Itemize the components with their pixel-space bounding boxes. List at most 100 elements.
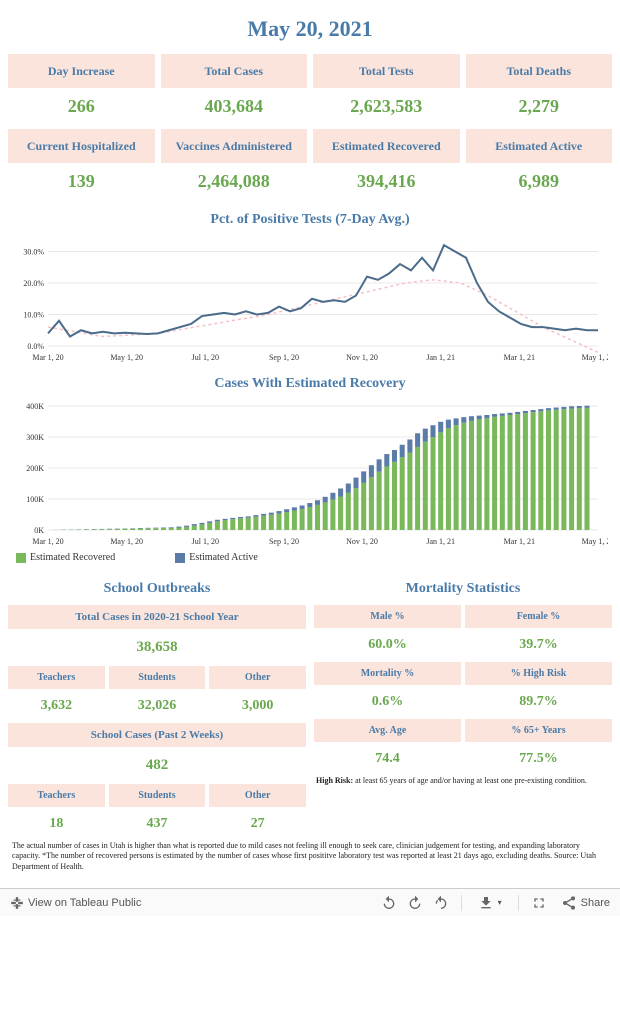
school-recent-header: Teachers [8,784,105,807]
mortality-value: 60.0% [314,632,461,658]
svg-text:Jan 1, 21: Jan 1, 21 [426,353,455,362]
legend-label: Estimated Active [189,552,258,563]
stat-value: 394,416 [313,163,460,200]
reset-icon[interactable] [433,895,449,911]
school-year-value: 38,658 [8,633,306,662]
download-button[interactable]: ▾ [474,893,506,913]
toolbar-separator [518,895,519,911]
high-risk-label: High Risk: [316,776,353,785]
mortality-section: Mortality Statistics Male %Female %60.0%… [314,577,612,837]
mortality-header: % 65+ Years [465,719,612,742]
legend-label: Estimated Recovered [30,552,115,563]
school-section: School Outbreaks Total Cases in 2020-21 … [8,577,306,837]
mortality-header: Male % [314,605,461,628]
share-button[interactable]: Share [557,893,614,913]
svg-text:May 1, 21: May 1, 21 [582,353,608,362]
download-icon [478,895,494,911]
mortality-header: Female % [465,605,612,628]
school-recent-value: 437 [109,811,206,837]
svg-text:0K: 0K [34,526,44,535]
svg-text:100K: 100K [26,495,44,504]
legend-item: Estimated Active [175,552,258,563]
stat-label: Total Tests [313,54,460,88]
mortality-header: Mortality % [314,662,461,685]
mortality-value: 77.5% [465,746,612,772]
svg-text:300K: 300K [26,433,44,442]
school-breakdown-value: 3,000 [209,693,306,719]
stat-label: Total Deaths [466,54,613,88]
stat-card: Day Increase266 [8,54,155,125]
school-recent-value: 27 [209,811,306,837]
disclaimer: The actual number of cases in Utah is hi… [8,837,612,880]
school-recent-header: Students [109,784,206,807]
svg-text:10.0%: 10.0% [23,310,44,319]
svg-text:Mar 1, 20: Mar 1, 20 [32,537,63,546]
stat-card: Estimated Active6,989 [466,129,613,200]
stat-label: Estimated Active [466,129,613,163]
school-year-header: Total Cases in 2020-21 School Year [8,605,306,629]
tableau-toolbar: View on Tableau Public ▾ Share [0,888,620,916]
svg-text:Mar 1, 21: Mar 1, 21 [504,537,535,546]
school-breakdown-header: Other [209,666,306,689]
mortality-header: % High Risk [465,662,612,685]
view-on-tableau-button[interactable]: View on Tableau Public [6,894,145,912]
svg-text:30.0%: 30.0% [23,247,44,256]
mortality-value: 89.7% [465,689,612,715]
view-on-tableau-label: View on Tableau Public [28,897,141,909]
school-recent-header: School Cases (Past 2 Weeks) [8,723,306,747]
school-recent-value: 18 [8,811,105,837]
svg-text:May 1, 21: May 1, 21 [582,537,608,546]
stat-value: 403,684 [161,88,308,125]
stat-value: 139 [8,163,155,200]
high-risk-text: at least 65 years of age and/or having a… [355,776,587,785]
svg-text:Nov 1, 20: Nov 1, 20 [346,353,378,362]
mortality-value: 0.6% [314,689,461,715]
legend-item: Estimated Recovered [16,552,115,563]
school-recent-value: 482 [8,751,306,780]
stat-label: Estimated Recovered [313,129,460,163]
svg-text:Sep 1, 20: Sep 1, 20 [269,537,299,546]
svg-text:Mar 1, 20: Mar 1, 20 [32,353,63,362]
svg-text:Sep 1, 20: Sep 1, 20 [269,353,299,362]
stat-label: Day Increase [8,54,155,88]
stat-value: 2,623,583 [313,88,460,125]
high-risk-note: High Risk: at least 65 years of age and/… [314,772,612,790]
chart2-legend: Estimated Recovered Estimated Active [8,548,612,567]
stat-label: Vaccines Administered [161,129,308,163]
fullscreen-icon[interactable] [531,895,547,911]
stat-label: Total Cases [161,54,308,88]
stat-value: 2,464,088 [161,163,308,200]
school-breakdown-header: Teachers [8,666,105,689]
stat-card: Vaccines Administered2,464,088 [161,129,308,200]
legend-swatch [175,553,185,563]
undo-icon[interactable] [381,895,397,911]
chart2-title: Cases With Estimated Recovery [8,376,612,392]
stat-value: 6,989 [466,163,613,200]
svg-text:200K: 200K [26,464,44,473]
stat-value: 2,279 [466,88,613,125]
stat-card: Current Hospitalized139 [8,129,155,200]
share-label: Share [581,897,610,909]
chart2: 0K100K200K300K400KMar 1, 20May 1, 20Jul … [8,398,612,548]
mortality-value: 39.7% [465,632,612,658]
legend-swatch [16,553,26,563]
stats-row-1: Day Increase266Total Cases403,684Total T… [8,54,612,125]
chart1-title: Pct. of Positive Tests (7-Day Avg.) [8,212,612,228]
stat-card: Estimated Recovered394,416 [313,129,460,200]
stats-row-2: Current Hospitalized139Vaccines Administ… [8,129,612,200]
school-breakdown-header: Students [109,666,206,689]
svg-text:20.0%: 20.0% [23,279,44,288]
dropdown-caret-icon: ▾ [498,898,502,907]
school-breakdown-value: 3,632 [8,693,105,719]
tableau-logo-icon [10,896,24,910]
share-icon [561,895,577,911]
svg-text:Nov 1, 20: Nov 1, 20 [346,537,378,546]
svg-text:Jul 1, 20: Jul 1, 20 [192,353,219,362]
svg-text:0.0%: 0.0% [27,342,44,351]
redo-icon[interactable] [407,895,423,911]
mortality-title: Mortality Statistics [314,581,612,597]
stat-card: Total Tests2,623,583 [313,54,460,125]
svg-text:May 1, 20: May 1, 20 [110,353,143,362]
stat-card: Total Cases403,684 [161,54,308,125]
school-title: School Outbreaks [8,581,306,597]
